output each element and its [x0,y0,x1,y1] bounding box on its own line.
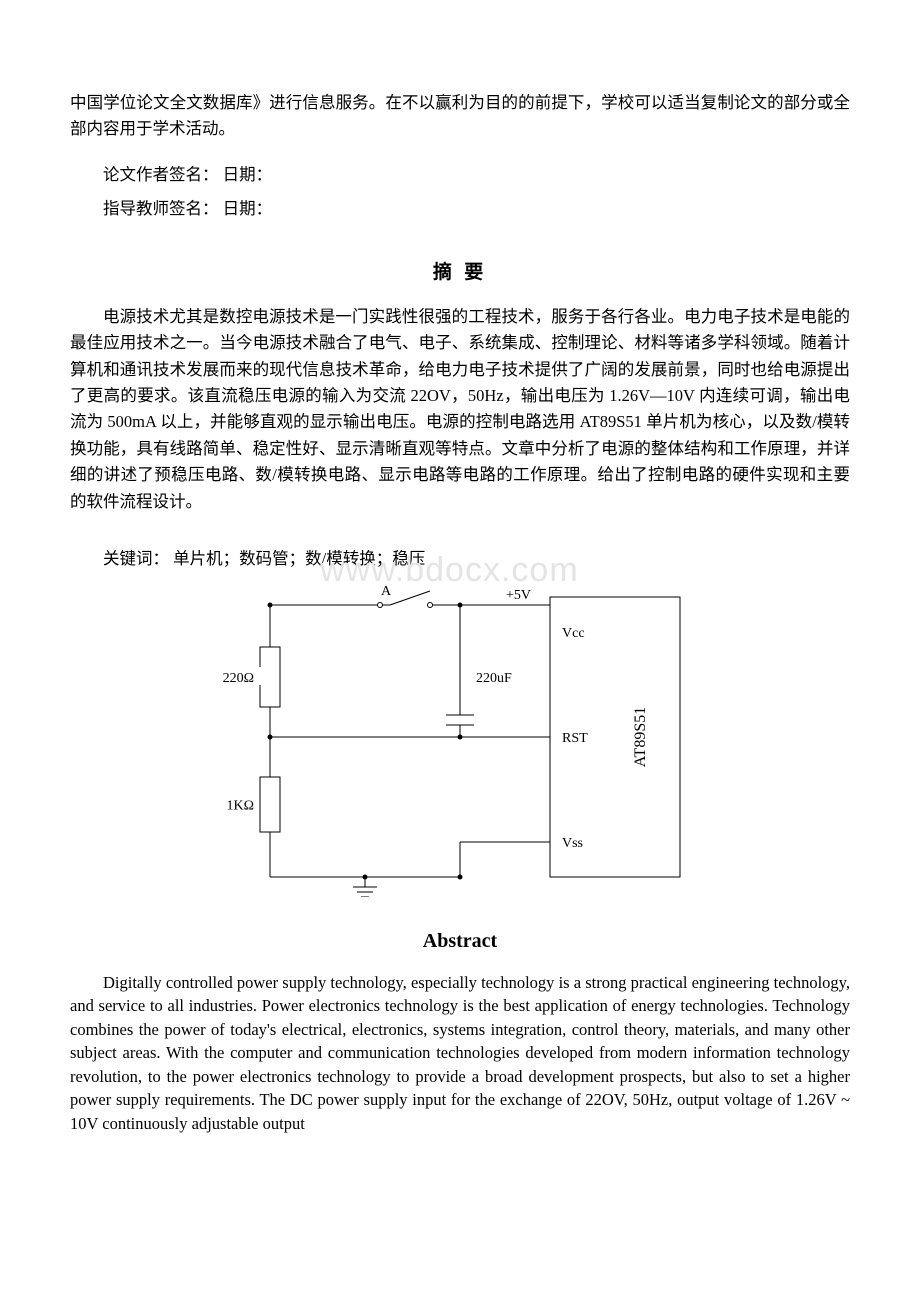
circuit-svg: AT89S51VccRSTVssA+5V220Ω220uF220uF220Ω1K… [180,577,700,897]
author-signature-line: 论文作者签名： 日期： [103,161,850,189]
svg-text:Vss: Vss [562,836,583,851]
svg-text:AT89S51: AT89S51 [632,707,649,767]
svg-text:1KΩ: 1KΩ [226,799,254,814]
keywords-label: 关键词： [103,549,169,568]
svg-text:Vcc: Vcc [562,626,585,641]
svg-text:220Ω: 220Ω [223,671,254,686]
circuit-diagram: www.bdocx.com AT89S51VccRSTVssA+5V220Ω22… [180,577,850,902]
abstract-cn-title: 摘 要 [70,257,850,284]
abstract-en-body: Digitally controlled power supply techno… [70,971,850,1135]
svg-text:+5V: +5V [506,588,531,603]
keywords-text: 单片机；数码管；数/模转换；稳压 [173,549,425,568]
svg-text:220uF: 220uF [476,671,512,686]
abstract-en-title: Abstract [70,930,850,953]
svg-text:A: A [381,584,392,599]
preamble-paragraph: 中国学位论文全文数据库》进行信息服务。在不以赢利为目的的前提下，学校可以适当复制… [70,90,850,143]
abstract-cn-body: 电源技术尤其是数控电源技术是一门实践性很强的工程技术，服务于各行各业。电力电子技… [70,304,850,515]
advisor-signature-line: 指导教师签名： 日期： [103,195,850,223]
keywords-line: 关键词： 单片机；数码管；数/模转换；稳压 [103,545,850,569]
svg-text:RST: RST [562,731,588,746]
